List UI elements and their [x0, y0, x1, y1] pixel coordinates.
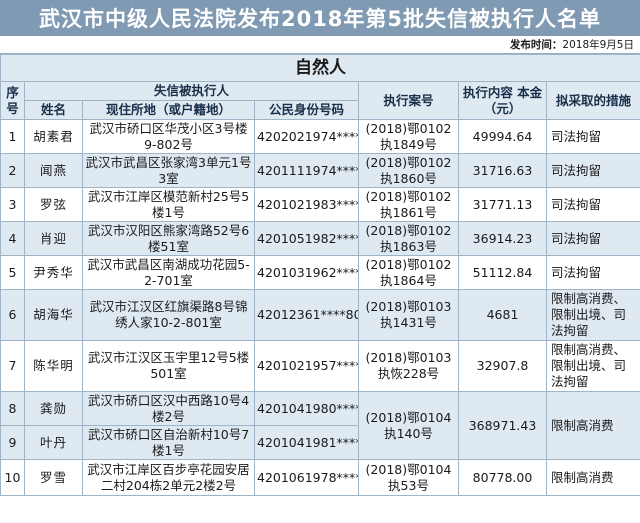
address-cell: 武汉市江岸区模范新村25号5楼1号	[82, 187, 255, 222]
title-banner: 武汉市中级人民法院发布2018年第5批失信被执行人名单	[0, 0, 640, 36]
address-cell: 武汉市汉阳区熊家湾路52号6楼51室	[82, 221, 255, 256]
case-cell: (2018)鄂0102执1849号	[358, 119, 459, 154]
address-cell: 武汉市江汉区玉宇里12号5楼501室	[82, 340, 255, 392]
header-row: 序号 失信被执行人 执行案号 执行内容 本金（元） 拟采取的措施	[0, 81, 640, 120]
name-cell: 罗雪	[24, 459, 83, 496]
measure-cell: 限制高消费、限制出境、司法拘留	[546, 289, 640, 341]
col-address: 现住所地（或户籍地）	[82, 100, 255, 120]
seq-cell: 5	[0, 255, 25, 290]
seq-cell: 7	[0, 340, 25, 392]
measure-cell: 限制高消费、限制出境、司法拘留	[546, 340, 640, 392]
table-row: 8 龚勋 武汉市硚口区汉中西路10号4楼2号 4201041980****241…	[0, 391, 640, 460]
name-cell: 陈华明	[24, 340, 83, 392]
case-cell: (2018)鄂0102执1861号	[358, 187, 459, 222]
section-row: 自然人	[0, 54, 640, 82]
amount-cell: 80778.00	[458, 459, 547, 496]
col-case: 执行案号	[358, 81, 459, 120]
amount-cell: 31771.13	[458, 187, 547, 222]
defaulter-table: 自然人 序号 失信被执行人 执行案号 执行内容 本金（元） 拟采取的措施 姓名 …	[0, 54, 640, 496]
table-row: 3 罗弦 武汉市江岸区模范新村25号5楼1号 4201021983****146…	[0, 187, 640, 222]
amount-cell: 4681	[458, 289, 547, 341]
address-cell: 武汉市江岸区百步亭花园安居二村204栋2单元2楼2号	[82, 459, 255, 496]
measure-cell: 司法拘留	[546, 255, 640, 290]
col-measures: 拟采取的措施	[546, 81, 640, 120]
seq-cell: 1	[0, 119, 25, 154]
amount-cell: 368971.43	[458, 391, 547, 460]
name-cell: 龚勋	[24, 391, 83, 426]
publish-date: 2018年9月5日	[562, 39, 634, 51]
table-row: 4 肖迎 武汉市汉阳区熊家湾路52号6楼51室 4201051982****08…	[0, 221, 640, 256]
name-cell: 胡海华	[24, 289, 83, 341]
col-seq: 序号	[0, 81, 25, 120]
address-cell: 武汉市硚口区自治新村10号7楼1号	[82, 425, 255, 460]
name-cell: 罗弦	[24, 187, 83, 222]
id-cell: 4202021974****086X	[254, 119, 359, 154]
address-cell: 武汉市武昌区南湖成功花园5-2-701室	[82, 255, 255, 290]
publish-info: 发布时间： 2018年9月5日	[0, 36, 640, 54]
id-cell: 4201041980****2418	[254, 391, 359, 426]
amount-cell: 49994.64	[458, 119, 547, 154]
amount-cell: 51112.84	[458, 255, 547, 290]
address-cell: 武汉市硚口区汉中西路10号4楼2号	[82, 391, 255, 426]
page-title: 武汉市中级人民法院发布2018年第5批失信被执行人名单	[38, 7, 602, 31]
name-cell: 肖迎	[24, 221, 83, 256]
id-cell: 4201051982****0820	[254, 221, 359, 256]
col-amount: 执行内容 本金（元）	[458, 81, 547, 120]
table-row: 5 尹秀华 武汉市武昌区南湖成功花园5-2-701室 4201031962***…	[0, 255, 640, 290]
table-row: 7 陈华明 武汉市江汉区玉宇里12号5楼501室 4201021957****3…	[0, 340, 640, 392]
col-name: 姓名	[24, 100, 83, 120]
address-cell: 武汉市武昌区张家湾3单元1号3室	[82, 153, 255, 188]
id-cell: 4201041981****4322	[254, 425, 359, 460]
case-cell: (2018)鄂0103执1431号	[358, 289, 459, 341]
case-cell: (2018)鄂0102执1860号	[358, 153, 459, 188]
amount-cell: 36914.23	[458, 221, 547, 256]
case-cell: (2018)鄂0104执140号	[358, 391, 459, 460]
id-cell: 4201031962****3247	[254, 255, 359, 290]
name-cell: 叶丹	[24, 425, 83, 460]
table-row: 10 罗雪 武汉市江岸区百步亭花园安居二村204栋2单元2楼2号 4201061…	[0, 459, 640, 496]
measure-cell: 限制高消费	[546, 459, 640, 496]
measure-cell: 司法拘留	[546, 221, 640, 256]
case-cell: (2018)鄂0102执1863号	[358, 221, 459, 256]
col-group: 失信被执行人	[24, 81, 359, 101]
table-row: 1 胡素君 武汉市硚口区华茂小区3号楼9-802号 4202021974****…	[0, 119, 640, 154]
seq-cell: 6	[0, 289, 25, 341]
id-cell: 42012361****801	[254, 289, 359, 341]
case-cell: (2018)鄂0104执53号	[358, 459, 459, 496]
id-cell: 4201021957****311X	[254, 340, 359, 392]
table-row: 6 胡海华 武汉市江汉区红旗渠路8号锦绣人家10-2-801室 42012361…	[0, 289, 640, 341]
col-id: 公民身份号码	[254, 100, 359, 120]
address-cell: 武汉市硚口区华茂小区3号楼9-802号	[82, 119, 255, 154]
name-cell: 尹秀华	[24, 255, 83, 290]
case-cell: (2018)鄂0102执1864号	[358, 255, 459, 290]
amount-cell: 31716.63	[458, 153, 547, 188]
subheader-row: 姓名 现住所地（或户籍地） 公民身份号码	[1, 100, 640, 120]
publish-label: 发布时间：	[509, 39, 563, 51]
section-title: 自然人	[0, 54, 640, 82]
seq-cell: 8	[0, 391, 25, 426]
address-cell: 武汉市江汉区红旗渠路8号锦绣人家10-2-801室	[82, 289, 255, 341]
name-cell: 闻燕	[24, 153, 83, 188]
id-cell: 4201111974****3121	[254, 153, 359, 188]
measure-cell: 限制高消费	[546, 391, 640, 460]
seq-cell: 9	[0, 425, 25, 460]
id-cell: 4201061978****2439	[254, 459, 359, 496]
seq-cell: 4	[0, 221, 25, 256]
seq-cell: 10	[0, 459, 25, 496]
amount-cell: 32907.8	[458, 340, 547, 392]
id-cell: 4201021983****1463	[254, 187, 359, 222]
table-row: 2 闻燕 武汉市武昌区张家湾3单元1号3室 4201111974****3121…	[0, 153, 640, 188]
measure-cell: 司法拘留	[546, 187, 640, 222]
seq-cell: 3	[0, 187, 25, 222]
measure-cell: 司法拘留	[546, 119, 640, 154]
case-cell: (2018)鄂0103执恢228号	[358, 340, 459, 392]
name-cell: 胡素君	[24, 119, 83, 154]
seq-cell: 2	[0, 153, 25, 188]
measure-cell: 司法拘留	[546, 153, 640, 188]
